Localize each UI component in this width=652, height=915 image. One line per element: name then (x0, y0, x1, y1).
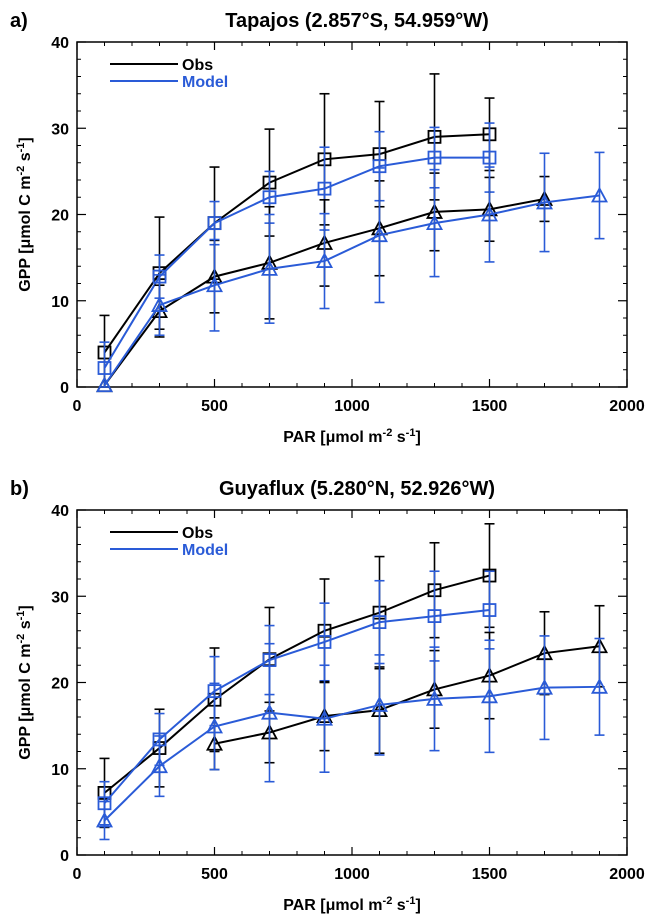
series-line (103, 685, 600, 822)
y-axis-label: GPP [μmol C m-2 s-1] (15, 137, 34, 291)
series-line (103, 194, 600, 386)
data-point (315, 252, 334, 268)
x-axis-label: PAR [μmol m-2 s-1] (283, 895, 421, 914)
data-point (482, 603, 497, 617)
y-tick-label: 30 (51, 589, 69, 606)
legend-label-obs: Obs (182, 57, 213, 74)
data-point (372, 615, 387, 630)
y-tick-label: 40 (51, 35, 69, 52)
panel-label: b) (10, 478, 29, 500)
series-obs-square (97, 522, 497, 829)
data-point (590, 186, 609, 203)
series-line (103, 609, 490, 804)
x-tick-label: 1000 (334, 866, 370, 883)
y-tick-label: 40 (51, 503, 69, 520)
data-point (425, 689, 444, 706)
data-point (535, 193, 554, 210)
data-point (97, 361, 112, 375)
data-point (317, 181, 332, 196)
data-point (427, 150, 442, 165)
x-tick-label: 1000 (334, 398, 370, 415)
panel-label: a) (10, 10, 28, 32)
legend-label-model: Model (182, 74, 228, 91)
chart-title: Tapajos (2.857°S, 54.959°W) (225, 10, 489, 32)
y-tick-label: 30 (51, 121, 69, 138)
series-line (103, 156, 490, 369)
y-tick-label: 0 (60, 848, 69, 865)
x-tick-label: 0 (73, 398, 82, 415)
panel-a: a) Tapajos (2.857°S, 54.959°W) 0 500 1000 150… (10, 10, 645, 446)
x-tick-label: 1500 (472, 398, 508, 415)
y-axis-label: GPP [μmol C m-2 s-1] (15, 605, 34, 759)
data-point (205, 717, 224, 734)
data-point (262, 190, 277, 205)
x-tick-label: 0 (73, 866, 82, 883)
data-point (590, 677, 609, 694)
data-point (150, 296, 169, 312)
chart-title: Guyaflux (5.280°N, 52.926°W) (219, 478, 495, 500)
series-obs-square (97, 73, 497, 388)
x-tick-label: 500 (201, 398, 228, 415)
x-axis-label: PAR [μmol m-2 s-1] (283, 427, 421, 446)
data-point (427, 609, 442, 623)
data-point (150, 757, 169, 774)
x-tick-label: 2000 (609, 866, 645, 883)
data-point (95, 811, 114, 828)
y-tick-label: 10 (51, 762, 69, 779)
data-point (480, 687, 499, 704)
data-point (482, 150, 497, 165)
data-point (260, 259, 279, 276)
data-point (535, 678, 554, 695)
legend-label-obs: Obs (182, 525, 213, 542)
data-point (315, 709, 334, 726)
y-tick-label: 0 (60, 380, 69, 397)
series-model-triangle (95, 635, 609, 841)
series-model-square (97, 122, 497, 388)
data-point (95, 376, 114, 393)
x-tick-label: 500 (201, 866, 228, 883)
series-line (103, 133, 490, 354)
legend-label-model: Model (182, 542, 228, 559)
data-point (370, 696, 389, 712)
y-tick-label: 20 (51, 208, 69, 225)
x-tick-label: 2000 (609, 398, 645, 415)
series-line (103, 574, 490, 794)
series-line (214, 645, 600, 745)
data-point (207, 216, 222, 231)
panel-b: b) Guyaflux (5.280°N, 52.926°W) 0 500 1000 15… (10, 478, 645, 914)
data-point (425, 214, 444, 231)
y-tick-label: 10 (51, 294, 69, 311)
data-point (370, 226, 389, 243)
data-point (317, 635, 332, 649)
series-model-triangle (95, 151, 609, 393)
data-point (480, 205, 499, 222)
x-tick-label: 1500 (472, 866, 508, 883)
data-point (205, 276, 224, 293)
data-point (260, 703, 279, 720)
y-tick-label: 20 (51, 676, 69, 693)
